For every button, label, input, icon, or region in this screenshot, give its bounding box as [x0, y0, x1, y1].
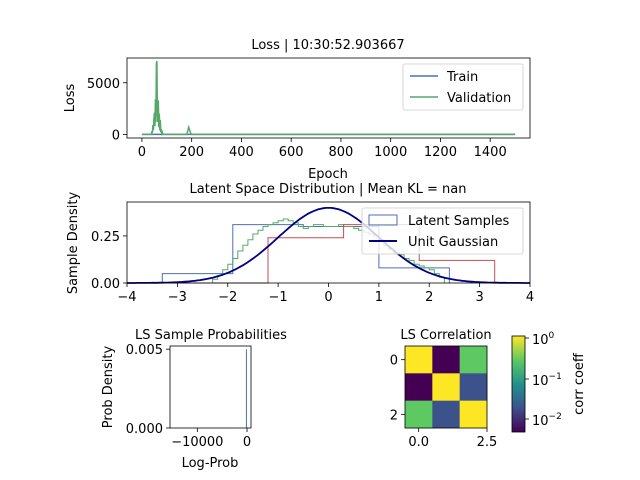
latent-x-ticks: −4 −3 −2 −1 0 1 2 3 4: [117, 283, 534, 305]
correlation-title: LS Correlation: [400, 328, 491, 343]
loss-legend: Train Validation: [402, 63, 524, 111]
correlation-x-ticks: 0.0 2.5: [408, 428, 497, 450]
loss-axes-frame: [126, 57, 531, 139]
logprob-x-label: Log-Prob: [182, 456, 239, 471]
correlation-cell: [432, 373, 460, 401]
latent-plot-area: [127, 206, 530, 284]
legend-latent-samples-label: Latent Samples: [408, 214, 510, 229]
colorbar-label: corr coeff: [572, 352, 587, 415]
colorbar-tick-exponent: −1: [549, 372, 562, 382]
loss-panel: Loss | 10:30:52.903667 0 200 400 600 800 1000…: [63, 38, 531, 182]
loss-x-tick-label: 400: [229, 145, 254, 160]
correlation-axes-frame: [404, 345, 488, 429]
colorbar-tick-label: 10−1: [532, 372, 562, 389]
loss-title: Loss | 10:30:52.903667: [251, 38, 404, 53]
correlation-cell: [405, 400, 433, 429]
correlation-cell: [405, 373, 433, 401]
latent-histogram-2: [212, 218, 445, 283]
validation-series-line: [141, 60, 516, 137]
latent-x-tick-label: −2: [218, 290, 237, 305]
colorbar-tick-exponent: −2: [549, 412, 562, 422]
loss-x-tick-label: 1000: [374, 145, 407, 160]
colorbar: [511, 335, 526, 433]
logprob-x-tick-label: −10000: [171, 435, 223, 450]
latent-x-tick-label: −3: [168, 290, 187, 305]
latent-title: Latent Space Distribution | Mean KL = na…: [190, 182, 467, 197]
logprob-y-ticks: 0.000 0.005: [126, 343, 170, 437]
latent-histogram-1: [161, 224, 450, 283]
latent-histogram-3: [162, 224, 496, 284]
correlation-cell: [459, 373, 488, 401]
correlation-y-ticks: 02: [390, 354, 405, 423]
loss-x-tick-label: 800: [329, 145, 354, 160]
latent-x-tick-label: 3: [475, 290, 483, 305]
unit-gaussian-curve: [127, 206, 530, 284]
correlation-cell: [405, 346, 433, 374]
correlation-cell: [459, 400, 488, 429]
logprob-title: LS Sample Probabilities: [135, 328, 287, 343]
logprob-y-tick-label: 0.000: [126, 422, 163, 437]
latent-x-tick-label: 1: [375, 290, 383, 305]
colorbar-tick-base: 10: [532, 333, 549, 348]
latent-y-ticks: 0.00 0.25: [91, 230, 127, 292]
loss-x-label: Epoch: [308, 167, 348, 182]
correlation-y-tick-label: 2: [390, 408, 398, 423]
loss-y-label: Loss: [63, 84, 78, 113]
legend-validation-label: Validation: [447, 91, 511, 106]
colorbar-tick-exponent: 0: [549, 331, 555, 341]
latent-legend: Latent Samples Unit Gaussian: [361, 207, 524, 255]
correlation-heatmap: [405, 346, 488, 429]
loss-x-tick-label: 600: [279, 145, 304, 160]
colorbar-tick-base: 10: [532, 374, 549, 389]
latent-x-tick-label: 4: [526, 290, 534, 305]
colorbar-ticks: 100 10−1 10−2: [525, 331, 562, 429]
loss-x-tick-label: 0: [138, 145, 146, 160]
correlation-cell: [432, 346, 460, 374]
latent-legend-box: [361, 207, 524, 255]
loss-x-tick-label: 1400: [474, 145, 507, 160]
loss-y-tick-label: 0: [112, 128, 120, 143]
colorbar-tick-base: 10: [532, 414, 549, 429]
legend-latent-samples-swatch: [368, 214, 398, 226]
logprob-y-tick-label: 0.005: [126, 343, 163, 358]
latent-x-tick-label: 2: [425, 290, 433, 305]
loss-y-ticks: 0 5000: [87, 77, 127, 143]
loss-x-tick-label: 200: [179, 145, 204, 160]
loss-y-tick-label: 5000: [87, 77, 120, 92]
latent-x-tick-label: −4: [117, 290, 136, 305]
correlation-y-tick-label: 0: [390, 354, 398, 369]
legend-train-label: Train: [446, 70, 478, 85]
correlation-x-tick-label: 2.5: [477, 435, 498, 450]
logprob-x-ticks: −10000 0: [171, 428, 251, 450]
correlation-x-tick-label: 0.0: [408, 435, 429, 450]
logprob-axes-frame: [169, 345, 252, 429]
legend-unit-gaussian-label: Unit Gaussian: [408, 235, 498, 250]
correlation-cell: [459, 346, 488, 374]
latent-panel: Latent Space Distribution | Mean KL = na…: [66, 182, 534, 305]
latent-x-tick-label: 0: [324, 290, 332, 305]
loss-plot-area: [141, 60, 516, 137]
latent-x-tick-label: −1: [269, 290, 288, 305]
latent-y-tick-label: 0.00: [91, 277, 120, 292]
loss-x-ticks: 0 200 400 600 800 1000 1200 1400: [138, 138, 507, 160]
correlation-cell: [432, 400, 460, 429]
loss-x-tick-label: 1200: [424, 145, 457, 160]
latent-y-tick-label: 0.25: [91, 230, 120, 245]
logprob-x-tick-label: 0: [243, 435, 251, 450]
colorbar-tick-label: 100: [532, 331, 555, 348]
correlation-panel: LS Correlation 0.0 2.5 02 100 10−1 10−2 c…: [390, 328, 587, 450]
latent-y-label: Sample Density: [66, 192, 81, 295]
logprob-panel: LS Sample Probabilities −10000 0 0.0000.0…: [101, 328, 287, 471]
logprob-y-label: Prob Density: [101, 345, 116, 428]
colorbar-tick-label: 10−2: [532, 412, 562, 429]
